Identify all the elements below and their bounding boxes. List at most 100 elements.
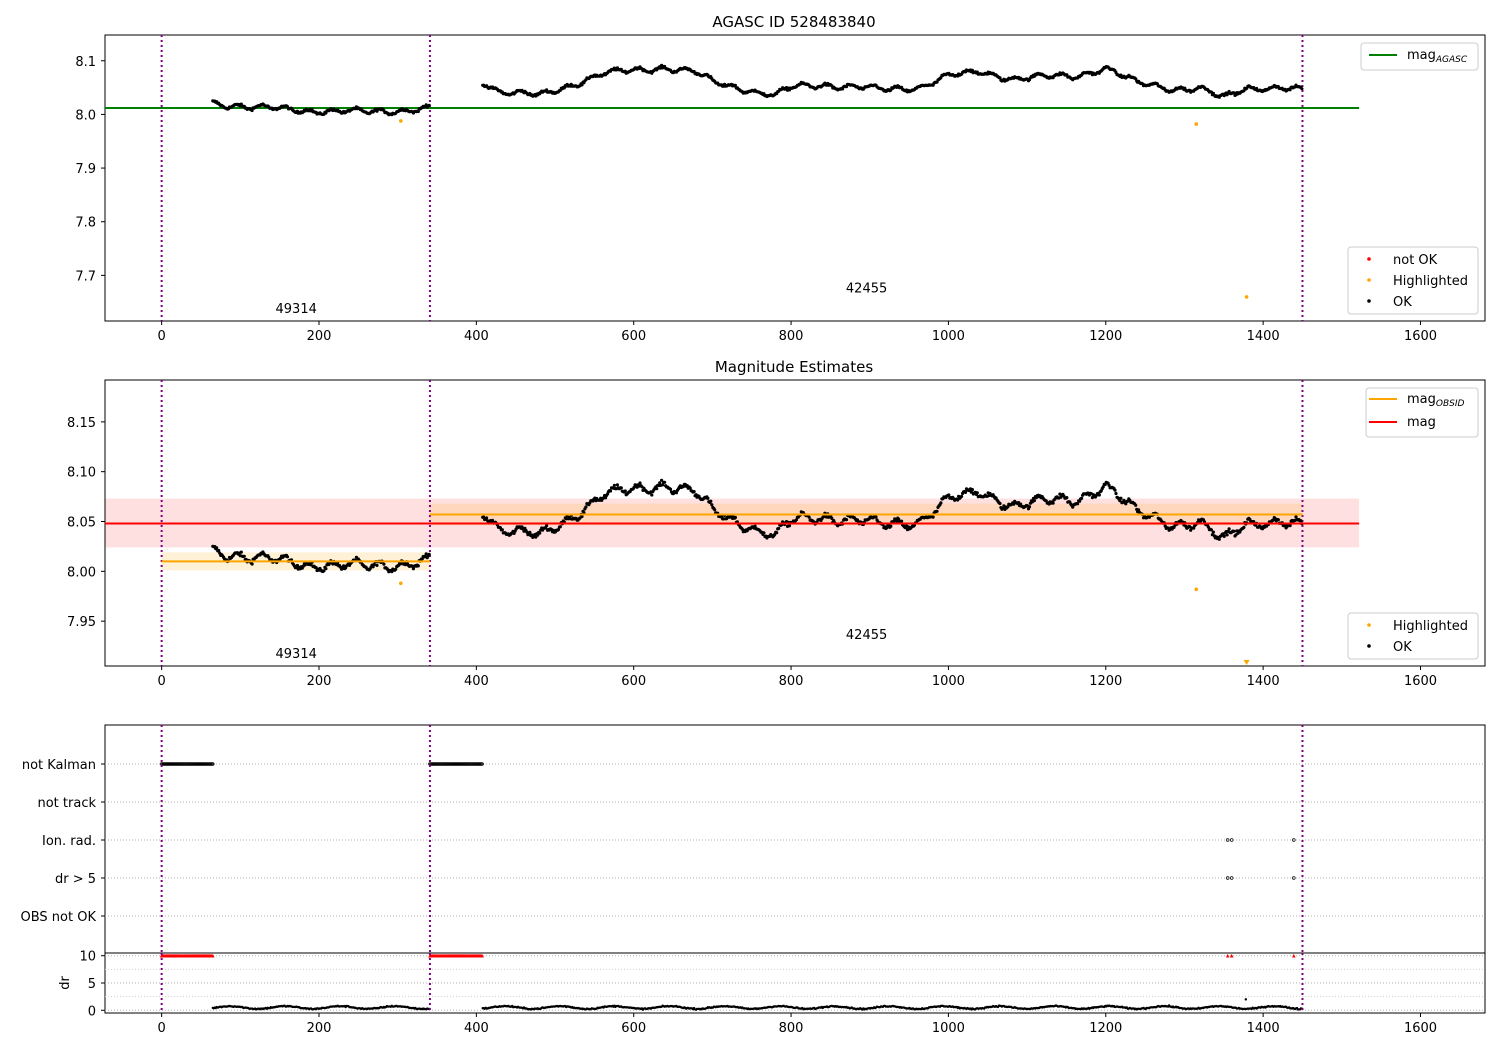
ok-point xyxy=(947,493,951,497)
ok-point xyxy=(663,480,667,484)
highlighted-point xyxy=(1244,295,1249,299)
ok-point xyxy=(584,505,588,509)
ok-point xyxy=(787,524,792,528)
ok-point xyxy=(485,516,489,520)
legend-dot-swatch xyxy=(1367,278,1371,282)
flag-row-label: Ion. rad. xyxy=(42,834,96,849)
ok-point xyxy=(1137,508,1141,512)
ok-point xyxy=(960,494,964,498)
ok-point xyxy=(830,516,834,521)
chart-title: AGASC ID 528483840 xyxy=(712,13,875,31)
ok-point xyxy=(580,83,584,87)
highlighted-point-clipped xyxy=(1243,660,1250,665)
ok-point xyxy=(416,109,420,114)
ok-point xyxy=(658,481,662,485)
ok-point xyxy=(1065,496,1069,500)
ok-point xyxy=(650,493,654,497)
ok-point xyxy=(239,550,243,554)
flag-marker xyxy=(211,762,215,766)
ok-point xyxy=(619,486,623,490)
ok-point xyxy=(534,535,538,539)
dr-axis-label: dr xyxy=(58,976,73,990)
legend-frame xyxy=(1347,246,1479,315)
legend-label-subscript: AGASC xyxy=(1435,55,1468,65)
agasc-axes-frame xyxy=(104,34,1486,322)
ok-point xyxy=(1294,515,1298,519)
ok-point xyxy=(777,526,781,531)
legend-label: mag xyxy=(1407,415,1436,430)
y-tick-label: 7.95 xyxy=(67,615,96,630)
flag-marker xyxy=(1229,876,1234,880)
x-tick-label: 400 xyxy=(464,674,489,689)
y-tick-label: 8.10 xyxy=(67,466,96,481)
ok-point xyxy=(427,103,431,107)
ok-point xyxy=(582,510,586,515)
highlighted-point xyxy=(1194,587,1199,592)
legend-label-main: mag xyxy=(1407,392,1436,407)
y-tick-label: 8.00 xyxy=(67,565,96,580)
ok-point xyxy=(1299,519,1303,523)
ok-point xyxy=(612,483,617,487)
ok-point xyxy=(558,525,562,529)
ok-point xyxy=(1076,502,1080,506)
ok-point xyxy=(1051,501,1055,505)
ok-point xyxy=(1217,537,1221,541)
ok-point xyxy=(538,531,542,535)
x-tick-label: 1600 xyxy=(1404,1021,1437,1036)
ok-point xyxy=(655,487,659,491)
ok-point xyxy=(427,552,431,557)
x-tick-label: 400 xyxy=(464,329,489,344)
dr-point xyxy=(1244,998,1248,1001)
ok-point xyxy=(500,528,504,532)
legend-label: Highlighted xyxy=(1393,274,1468,289)
ok-point xyxy=(900,519,904,523)
ok-point xyxy=(375,563,379,568)
ok-point xyxy=(720,514,724,519)
legend-frame xyxy=(1347,612,1479,660)
x-tick-label: 600 xyxy=(621,329,646,344)
ok-point xyxy=(931,515,935,519)
ok-point xyxy=(1227,527,1231,531)
x-tick-label: 1600 xyxy=(1404,329,1437,344)
ok-point xyxy=(623,489,627,493)
ok-point xyxy=(1288,88,1292,92)
ok-point xyxy=(638,481,642,485)
legend-agasc-line: magAGASC xyxy=(1360,42,1479,71)
dr-clipped-marker xyxy=(1292,953,1296,958)
ok-point xyxy=(895,519,899,523)
ok-point xyxy=(970,488,975,492)
legend-label: not OK xyxy=(1393,253,1438,268)
legend-label: OK xyxy=(1393,295,1412,310)
ok-point xyxy=(661,483,665,487)
ok-point xyxy=(394,567,398,571)
legend-label: Highlighted xyxy=(1393,619,1468,634)
ok-point xyxy=(217,548,221,553)
ok-point xyxy=(1101,485,1105,489)
flag-marker xyxy=(1229,838,1234,842)
x-tick-label: 1600 xyxy=(1404,674,1437,689)
x-tick-label: 0 xyxy=(158,1021,166,1036)
flag-row-label: not Kalman xyxy=(22,758,96,773)
ok-point xyxy=(844,518,849,522)
ok-point xyxy=(1242,525,1246,530)
ok-point xyxy=(998,501,1002,506)
ok-point xyxy=(580,514,584,519)
ok-point xyxy=(482,515,486,519)
flag-row-label: not track xyxy=(37,796,96,811)
ok-point xyxy=(267,555,271,560)
obsid-label: 42455 xyxy=(846,282,887,297)
x-tick-label: 1000 xyxy=(932,329,965,344)
ok-point xyxy=(1206,525,1210,529)
ok-point xyxy=(874,515,878,519)
highlighted-point xyxy=(399,581,403,586)
flags-panel: not Kalman not track Ion. rad. dr > 5 OBS no… xyxy=(21,724,1486,1036)
ok-point xyxy=(668,487,673,491)
legend-frame xyxy=(1360,42,1479,71)
legend-label: magOBSID xyxy=(1407,392,1465,409)
ok-point xyxy=(935,509,939,513)
estimates-plot-area: 0 200 400 600 800 1000 1200 1400 1600 7.95 8.00 8.0… xyxy=(67,379,1486,689)
ok-point xyxy=(794,518,799,522)
x-tick-label: 800 xyxy=(779,1021,804,1036)
x-tick-label: 1200 xyxy=(1089,1021,1122,1036)
